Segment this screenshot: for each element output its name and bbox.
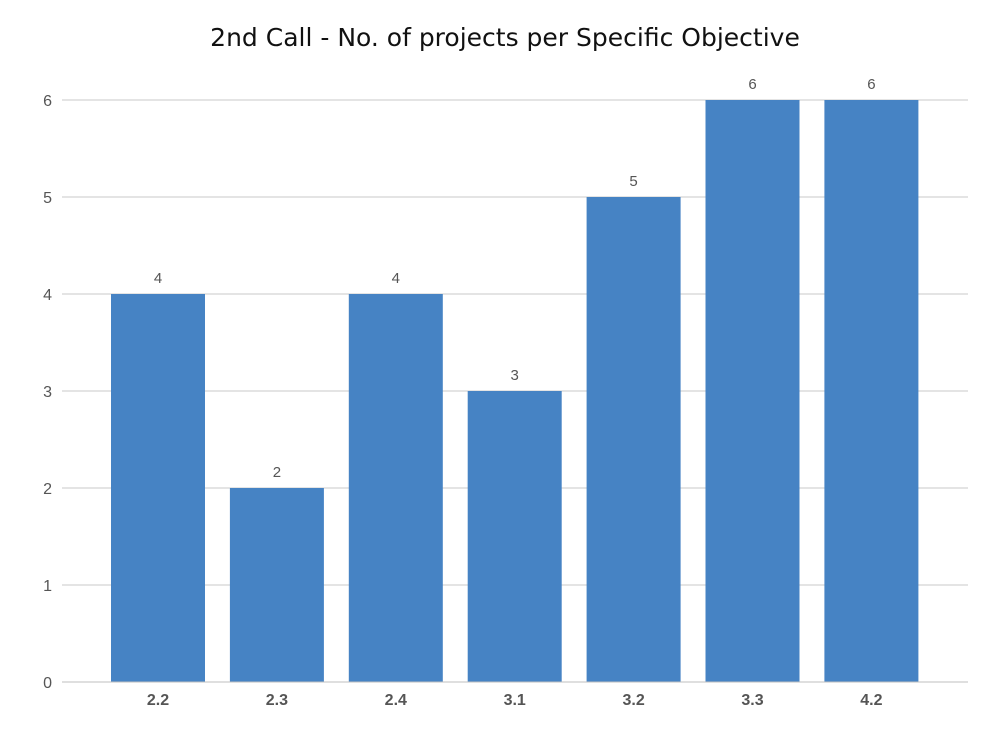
bar [467, 391, 562, 682]
y-tick-label: 3 [43, 384, 52, 401]
data-label: 4 [154, 270, 162, 287]
bar [824, 100, 919, 682]
y-tick-label: 1 [43, 578, 52, 595]
bars [111, 100, 919, 682]
y-tick-label: 5 [43, 190, 52, 207]
data-labels: 4 2 4 3 5 6 6 [154, 76, 876, 481]
y-tick-label: 4 [43, 287, 52, 304]
data-label: 4 [392, 270, 400, 287]
x-tick-label: 2.2 [147, 692, 169, 709]
data-label: 6 [867, 76, 875, 93]
bar [348, 294, 443, 682]
data-label: 2 [273, 464, 281, 481]
y-tick-label: 6 [43, 93, 52, 110]
bar [229, 488, 324, 682]
x-tick-label: 3.2 [622, 692, 644, 709]
y-tick-label: 2 [43, 481, 52, 498]
chart-title: 2nd Call - No. of projects per Specific … [210, 23, 800, 52]
x-tick-label: 2.4 [385, 692, 407, 709]
x-tick-label: 2.3 [266, 692, 288, 709]
data-label: 6 [748, 76, 756, 93]
data-label: 5 [629, 173, 637, 190]
bar [705, 100, 800, 682]
data-label: 3 [511, 367, 519, 384]
y-axis-ticks: 0 1 2 3 4 5 6 [43, 93, 52, 692]
bar [111, 294, 205, 682]
x-tick-label: 3.1 [504, 692, 526, 709]
x-tick-label: 4.2 [860, 692, 882, 709]
bar [586, 197, 681, 682]
x-tick-label: 3.3 [741, 692, 763, 709]
x-axis-ticks: 2.2 2.3 2.4 3.1 3.2 3.3 4.2 [147, 692, 883, 709]
y-tick-label: 0 [43, 675, 52, 692]
